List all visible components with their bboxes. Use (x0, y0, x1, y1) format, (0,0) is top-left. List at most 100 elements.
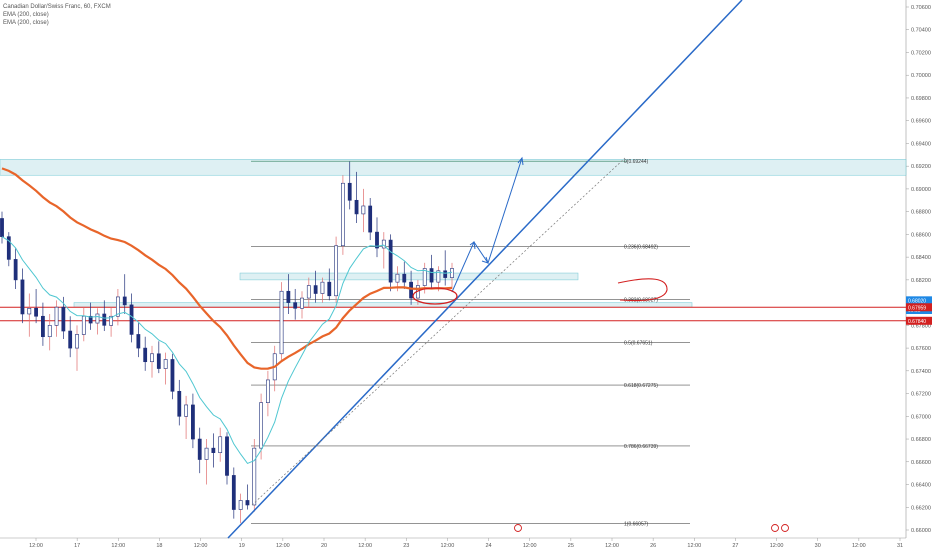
fib-level-label: 0.5(0.67651) (624, 340, 653, 346)
y-tick-label: 0.67200 (911, 392, 931, 398)
y-tick-label: 0.66600 (911, 460, 931, 466)
fib-level-label: 0.618(0.67275) (624, 383, 658, 389)
candle-body (13, 259, 18, 281)
candle-body (0, 218, 4, 237)
legend-ema-1: EMA (200, close) (3, 12, 49, 18)
candle-body (34, 307, 38, 317)
candle-body (218, 436, 223, 453)
candle-body (47, 325, 52, 338)
y-tick-label: 0.69600 (911, 119, 931, 125)
candle-body (88, 315, 93, 324)
candle-body (20, 279, 25, 315)
candle-body (300, 297, 304, 309)
candle-body (245, 500, 250, 506)
y-tick-label: 0.67000 (911, 414, 931, 420)
candle-body (354, 199, 359, 215)
candle-body (156, 353, 161, 369)
candle-body (197, 438, 202, 460)
x-tick-label: 23 (403, 543, 409, 549)
candle-body (409, 281, 413, 299)
x-tick-label: 17 (74, 543, 80, 549)
ema-cyan-line (1, 236, 453, 465)
candle-body (211, 447, 216, 453)
candle-body (191, 404, 195, 440)
candle-body (163, 359, 168, 369)
y-tick-label: 0.66000 (911, 528, 931, 534)
candle-body (136, 334, 141, 349)
x-tick-label: 12:00 (770, 543, 784, 549)
x-tick-label: 12:00 (441, 543, 455, 549)
supply-demand-zone (0, 159, 907, 176)
y-tick-label: 0.70400 (911, 28, 931, 34)
x-tick-label: 30 (815, 543, 821, 549)
y-tick-label: 0.70200 (911, 50, 931, 56)
x-tick-label: 12:00 (276, 543, 290, 549)
candle-body (95, 313, 100, 324)
candle-body (129, 304, 134, 335)
y-tick-label: 0.66800 (911, 437, 931, 443)
price-tag (906, 316, 932, 325)
candle-body (75, 334, 79, 349)
arrowhead (469, 241, 476, 250)
candle-body (450, 268, 454, 278)
highlight-ellipse (412, 287, 458, 305)
price-tag-label: 0.67959 (908, 305, 926, 311)
candle-body (388, 239, 393, 283)
candle-body (116, 296, 120, 317)
candle-body (402, 273, 407, 283)
y-tick-label: 0.68400 (911, 255, 931, 261)
candle-body (231, 475, 236, 510)
candle-body (150, 353, 154, 363)
x-tick-label: 12:00 (605, 543, 619, 549)
ema-orange-line (1, 167, 453, 370)
x-tick-label: 12:00 (111, 543, 125, 549)
candle-body (177, 390, 182, 417)
candle-body (252, 447, 257, 506)
candle-body (102, 313, 107, 326)
trend-line (227, 0, 743, 539)
chart-legend: Canadian Dollar/Swiss Franc, 60, FXCM EM… (3, 3, 111, 27)
price-tag (906, 296, 932, 305)
y-tick-label: 0.68200 (911, 278, 931, 284)
candle-body (109, 315, 113, 326)
candle-body (286, 290, 291, 303)
event-marker-icon (514, 524, 522, 532)
candle-body (361, 205, 366, 215)
legend-symbol: Canadian Dollar/Swiss Franc, 60, FXCM (3, 4, 111, 10)
supply-demand-zone (239, 272, 579, 281)
candle-body (6, 236, 11, 260)
x-tick-label: 25 (568, 543, 574, 549)
candle-body (41, 315, 45, 338)
legend-ema-2: EMA (200, close) (3, 20, 49, 26)
y-tick-label: 0.66400 (911, 483, 931, 489)
candle-body (368, 205, 373, 233)
candle-body (266, 379, 270, 403)
candle-body (54, 306, 59, 326)
candle-body (395, 273, 400, 283)
candle-body (259, 402, 263, 449)
x-tick-label: 12:00 (358, 543, 372, 549)
candle-body (422, 268, 427, 286)
x-tick-label: 31 (897, 543, 903, 549)
y-tick-label: 0.69000 (911, 187, 931, 193)
candle-body (143, 347, 148, 363)
candle-body (61, 306, 66, 332)
candle-body (341, 182, 345, 247)
fib-level-label: 1(0.66057) (624, 522, 649, 528)
fib-level-label: 0.786(0.66739) (624, 444, 658, 450)
candle-body (184, 404, 188, 417)
supply-demand-zone (73, 302, 693, 308)
y-tick-label: 0.66200 (911, 505, 931, 511)
x-tick-label: 12:00 (29, 543, 43, 549)
candle-body (81, 315, 86, 335)
candle-body (238, 500, 243, 510)
dashed-trend-line (251, 157, 626, 506)
arrowhead (517, 156, 524, 166)
candle-body (327, 281, 332, 297)
x-tick-label: 18 (156, 543, 162, 549)
candle-body (68, 330, 73, 349)
candle-body (320, 281, 325, 294)
candle-body (313, 285, 318, 294)
x-tick-label: 12:00 (687, 543, 701, 549)
